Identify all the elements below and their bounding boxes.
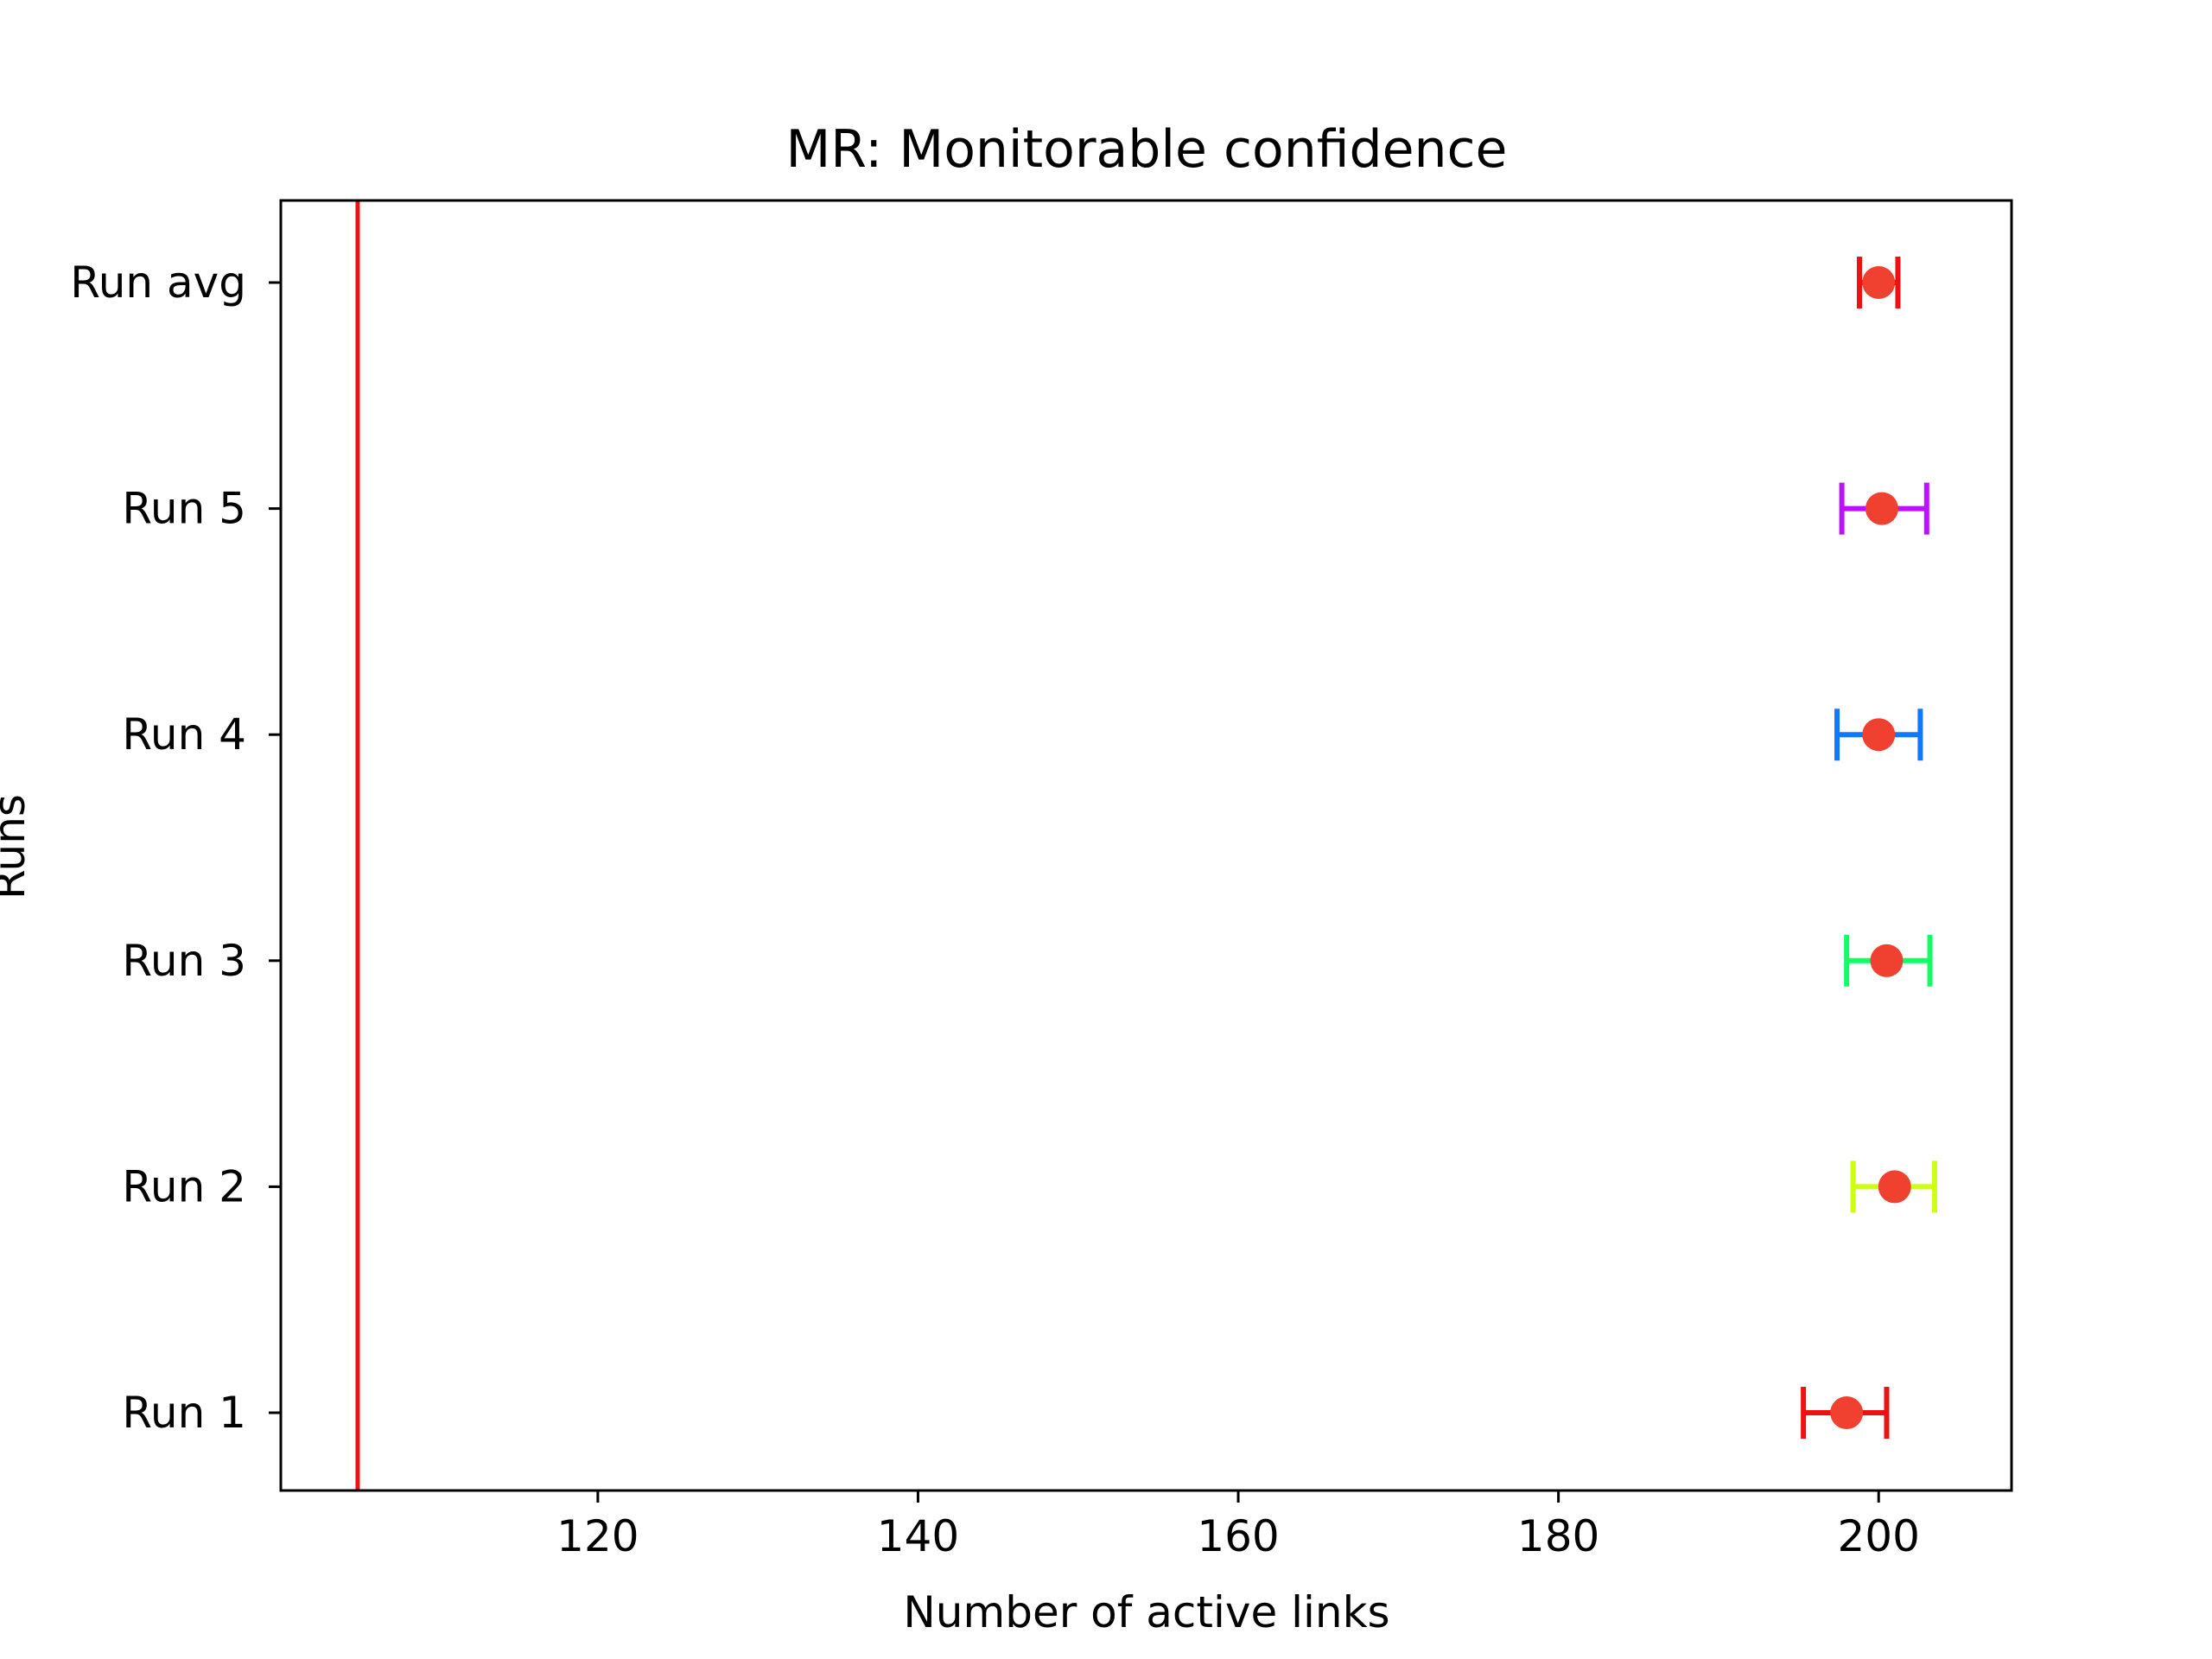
y-tick-label: Run 3	[122, 936, 246, 986]
x-tick-label: 160	[1197, 1511, 1279, 1561]
error-bar	[1856, 257, 1901, 308]
y-tick-label: Run 2	[122, 1161, 246, 1211]
data-point	[1865, 492, 1898, 525]
x-axis-label: Number of active links	[903, 1587, 1389, 1637]
y-tick-label: Run 4	[122, 709, 246, 760]
data-point	[1830, 1396, 1864, 1429]
chart-title: MR: Monitorable confidence	[786, 119, 1508, 180]
x-tick-label: 140	[877, 1511, 959, 1561]
x-tick-label: 200	[1837, 1511, 1919, 1561]
y-tick-label: Run avg	[70, 257, 246, 308]
data-point	[1878, 1170, 1911, 1204]
data-point	[1862, 266, 1896, 299]
data-point	[1870, 944, 1904, 977]
plot-frame	[279, 199, 2013, 1492]
y-axis: Run 1 Run 2 Run 3 Run 4 Run 5 Run avg	[70, 257, 281, 1438]
error-bar	[1801, 1387, 1890, 1439]
error-bar	[1834, 709, 1923, 761]
y-axis-label: Runs	[0, 794, 35, 899]
x-tick-label: 120	[556, 1511, 639, 1561]
data-point	[1862, 718, 1896, 752]
y-tick-label: Run 1	[122, 1388, 246, 1438]
x-axis: 120 140 160 180 200	[556, 1491, 1920, 1561]
error-bar	[1839, 482, 1929, 535]
x-tick-label: 180	[1517, 1511, 1599, 1561]
plot-area	[355, 200, 1938, 1491]
error-bar	[1850, 1160, 1938, 1213]
error-bar	[1844, 934, 1933, 987]
y-tick-label: Run 5	[122, 484, 246, 534]
